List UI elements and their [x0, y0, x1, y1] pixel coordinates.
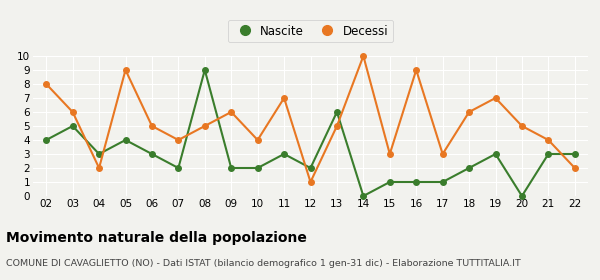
Decessi — [360, 54, 367, 58]
Decessi — [466, 110, 473, 114]
Decessi — [201, 124, 208, 128]
Line: Decessi: Decessi — [43, 53, 578, 185]
Nascite — [439, 180, 446, 184]
Nascite — [201, 68, 208, 72]
Nascite — [307, 166, 314, 170]
Nascite — [280, 152, 287, 156]
Nascite — [175, 166, 182, 170]
Decessi — [518, 124, 526, 128]
Nascite — [466, 166, 473, 170]
Decessi — [571, 166, 578, 170]
Nascite — [69, 124, 76, 128]
Nascite — [545, 152, 552, 156]
Decessi — [280, 96, 287, 100]
Nascite — [227, 166, 235, 170]
Decessi — [307, 180, 314, 184]
Decessi — [439, 152, 446, 156]
Decessi — [43, 82, 50, 86]
Nascite — [254, 166, 261, 170]
Line: Nascite: Nascite — [43, 67, 578, 199]
Decessi — [334, 124, 341, 128]
Nascite — [122, 138, 129, 142]
Decessi — [122, 68, 129, 72]
Decessi — [175, 138, 182, 142]
Text: COMUNE DI CAVAGLIETTO (NO) - Dati ISTAT (bilancio demografico 1 gen-31 dic) - El: COMUNE DI CAVAGLIETTO (NO) - Dati ISTAT … — [6, 259, 521, 268]
Decessi — [492, 96, 499, 100]
Nascite — [43, 138, 50, 142]
Decessi — [386, 152, 394, 156]
Decessi — [148, 124, 155, 128]
Nascite — [571, 152, 578, 156]
Nascite — [148, 152, 155, 156]
Text: Movimento naturale della popolazione: Movimento naturale della popolazione — [6, 231, 307, 245]
Decessi — [227, 110, 235, 114]
Decessi — [95, 166, 103, 170]
Decessi — [413, 68, 420, 72]
Nascite — [413, 180, 420, 184]
Decessi — [69, 110, 76, 114]
Decessi — [545, 138, 552, 142]
Nascite — [95, 152, 103, 156]
Nascite — [386, 180, 394, 184]
Nascite — [518, 194, 526, 198]
Legend: Nascite, Decessi: Nascite, Decessi — [228, 20, 393, 42]
Nascite — [492, 152, 499, 156]
Nascite — [334, 110, 341, 114]
Decessi — [254, 138, 261, 142]
Nascite — [360, 194, 367, 198]
